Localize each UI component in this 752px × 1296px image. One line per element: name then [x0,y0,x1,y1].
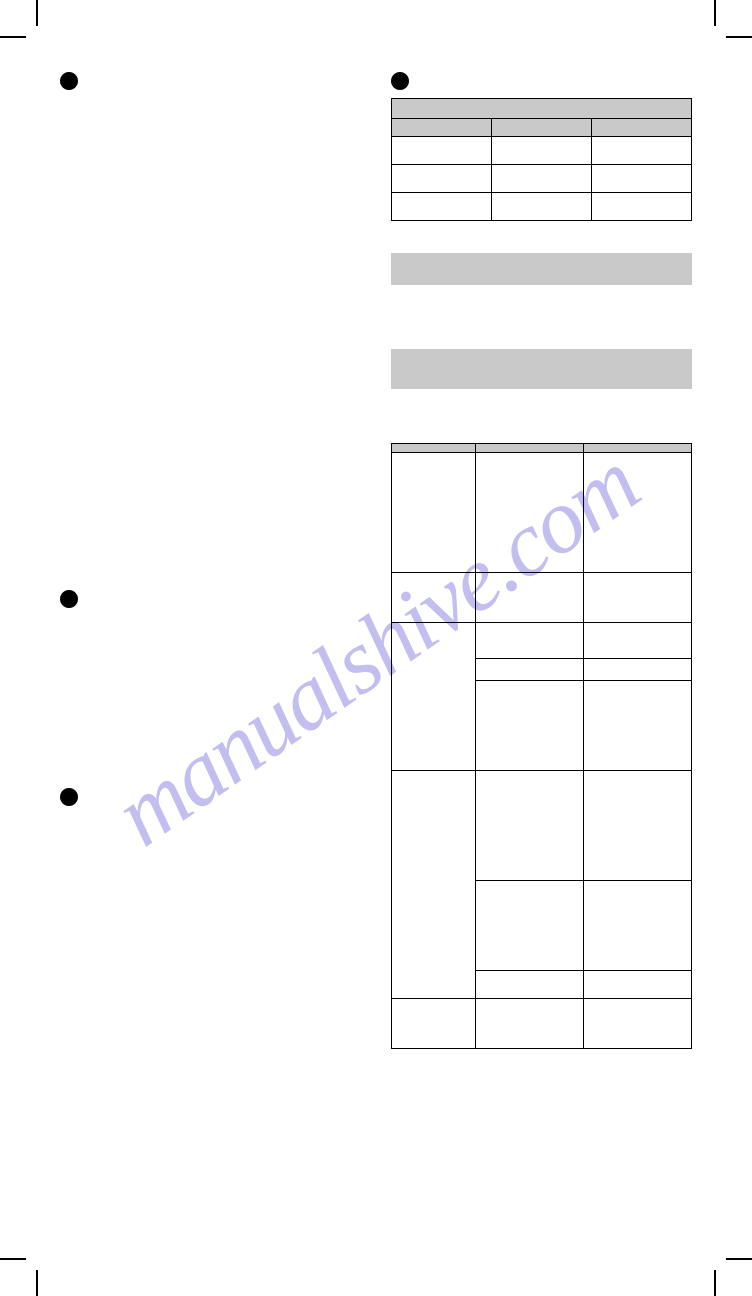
spec-table [391,98,692,221]
bullet-icon [60,72,78,90]
bullet-item [60,588,361,608]
table-cell [584,971,692,999]
table-cell [592,137,692,165]
table-cell [592,165,692,193]
table-cell [492,137,592,165]
table-cell [392,573,476,623]
table-cell [584,681,692,771]
table-cell [584,659,692,681]
left-column [60,70,361,1226]
table-cell [392,137,492,165]
table-cell [584,573,692,623]
table-cell [584,881,692,971]
table-header [392,444,476,453]
bullet-item [60,70,361,90]
table-header [392,99,692,119]
troubleshoot-table [391,443,692,1049]
crop-mark [714,0,716,26]
crop-mark [36,1270,38,1296]
crop-mark [714,1270,716,1296]
table-cell [476,771,584,881]
table-cell [392,771,476,999]
table-header [476,444,584,453]
table-cell [476,623,584,659]
bullet-item [391,70,692,90]
table-cell [592,193,692,221]
right-column [391,70,692,1226]
table-header [592,119,692,137]
crop-mark [0,1258,26,1260]
table-cell [392,623,476,771]
bullet-icon [60,788,78,806]
crop-mark [726,1258,752,1260]
crop-mark [726,36,752,38]
table-cell [584,999,692,1049]
table-header [392,119,492,137]
page-content [60,70,692,1226]
section-heading-bar [391,349,692,389]
table-header [584,444,692,453]
table-cell [476,659,584,681]
table-cell [584,623,692,659]
table-cell [476,573,584,623]
crop-mark [0,36,26,38]
table-header [492,119,592,137]
table-cell [476,681,584,771]
table-cell [476,881,584,971]
table-cell [392,165,492,193]
table-cell [392,453,476,573]
section-heading-bar [391,253,692,285]
table-cell [392,999,476,1049]
crop-mark [36,0,38,26]
table-cell [476,971,584,999]
table-cell [492,165,592,193]
table-cell [492,193,592,221]
table-cell [476,999,584,1049]
bullet-icon [60,590,78,608]
table-cell [584,771,692,881]
bullet-item [60,786,361,806]
table-cell [392,193,492,221]
table-cell [476,453,584,573]
table-cell [584,453,692,573]
bullet-icon [391,72,409,90]
